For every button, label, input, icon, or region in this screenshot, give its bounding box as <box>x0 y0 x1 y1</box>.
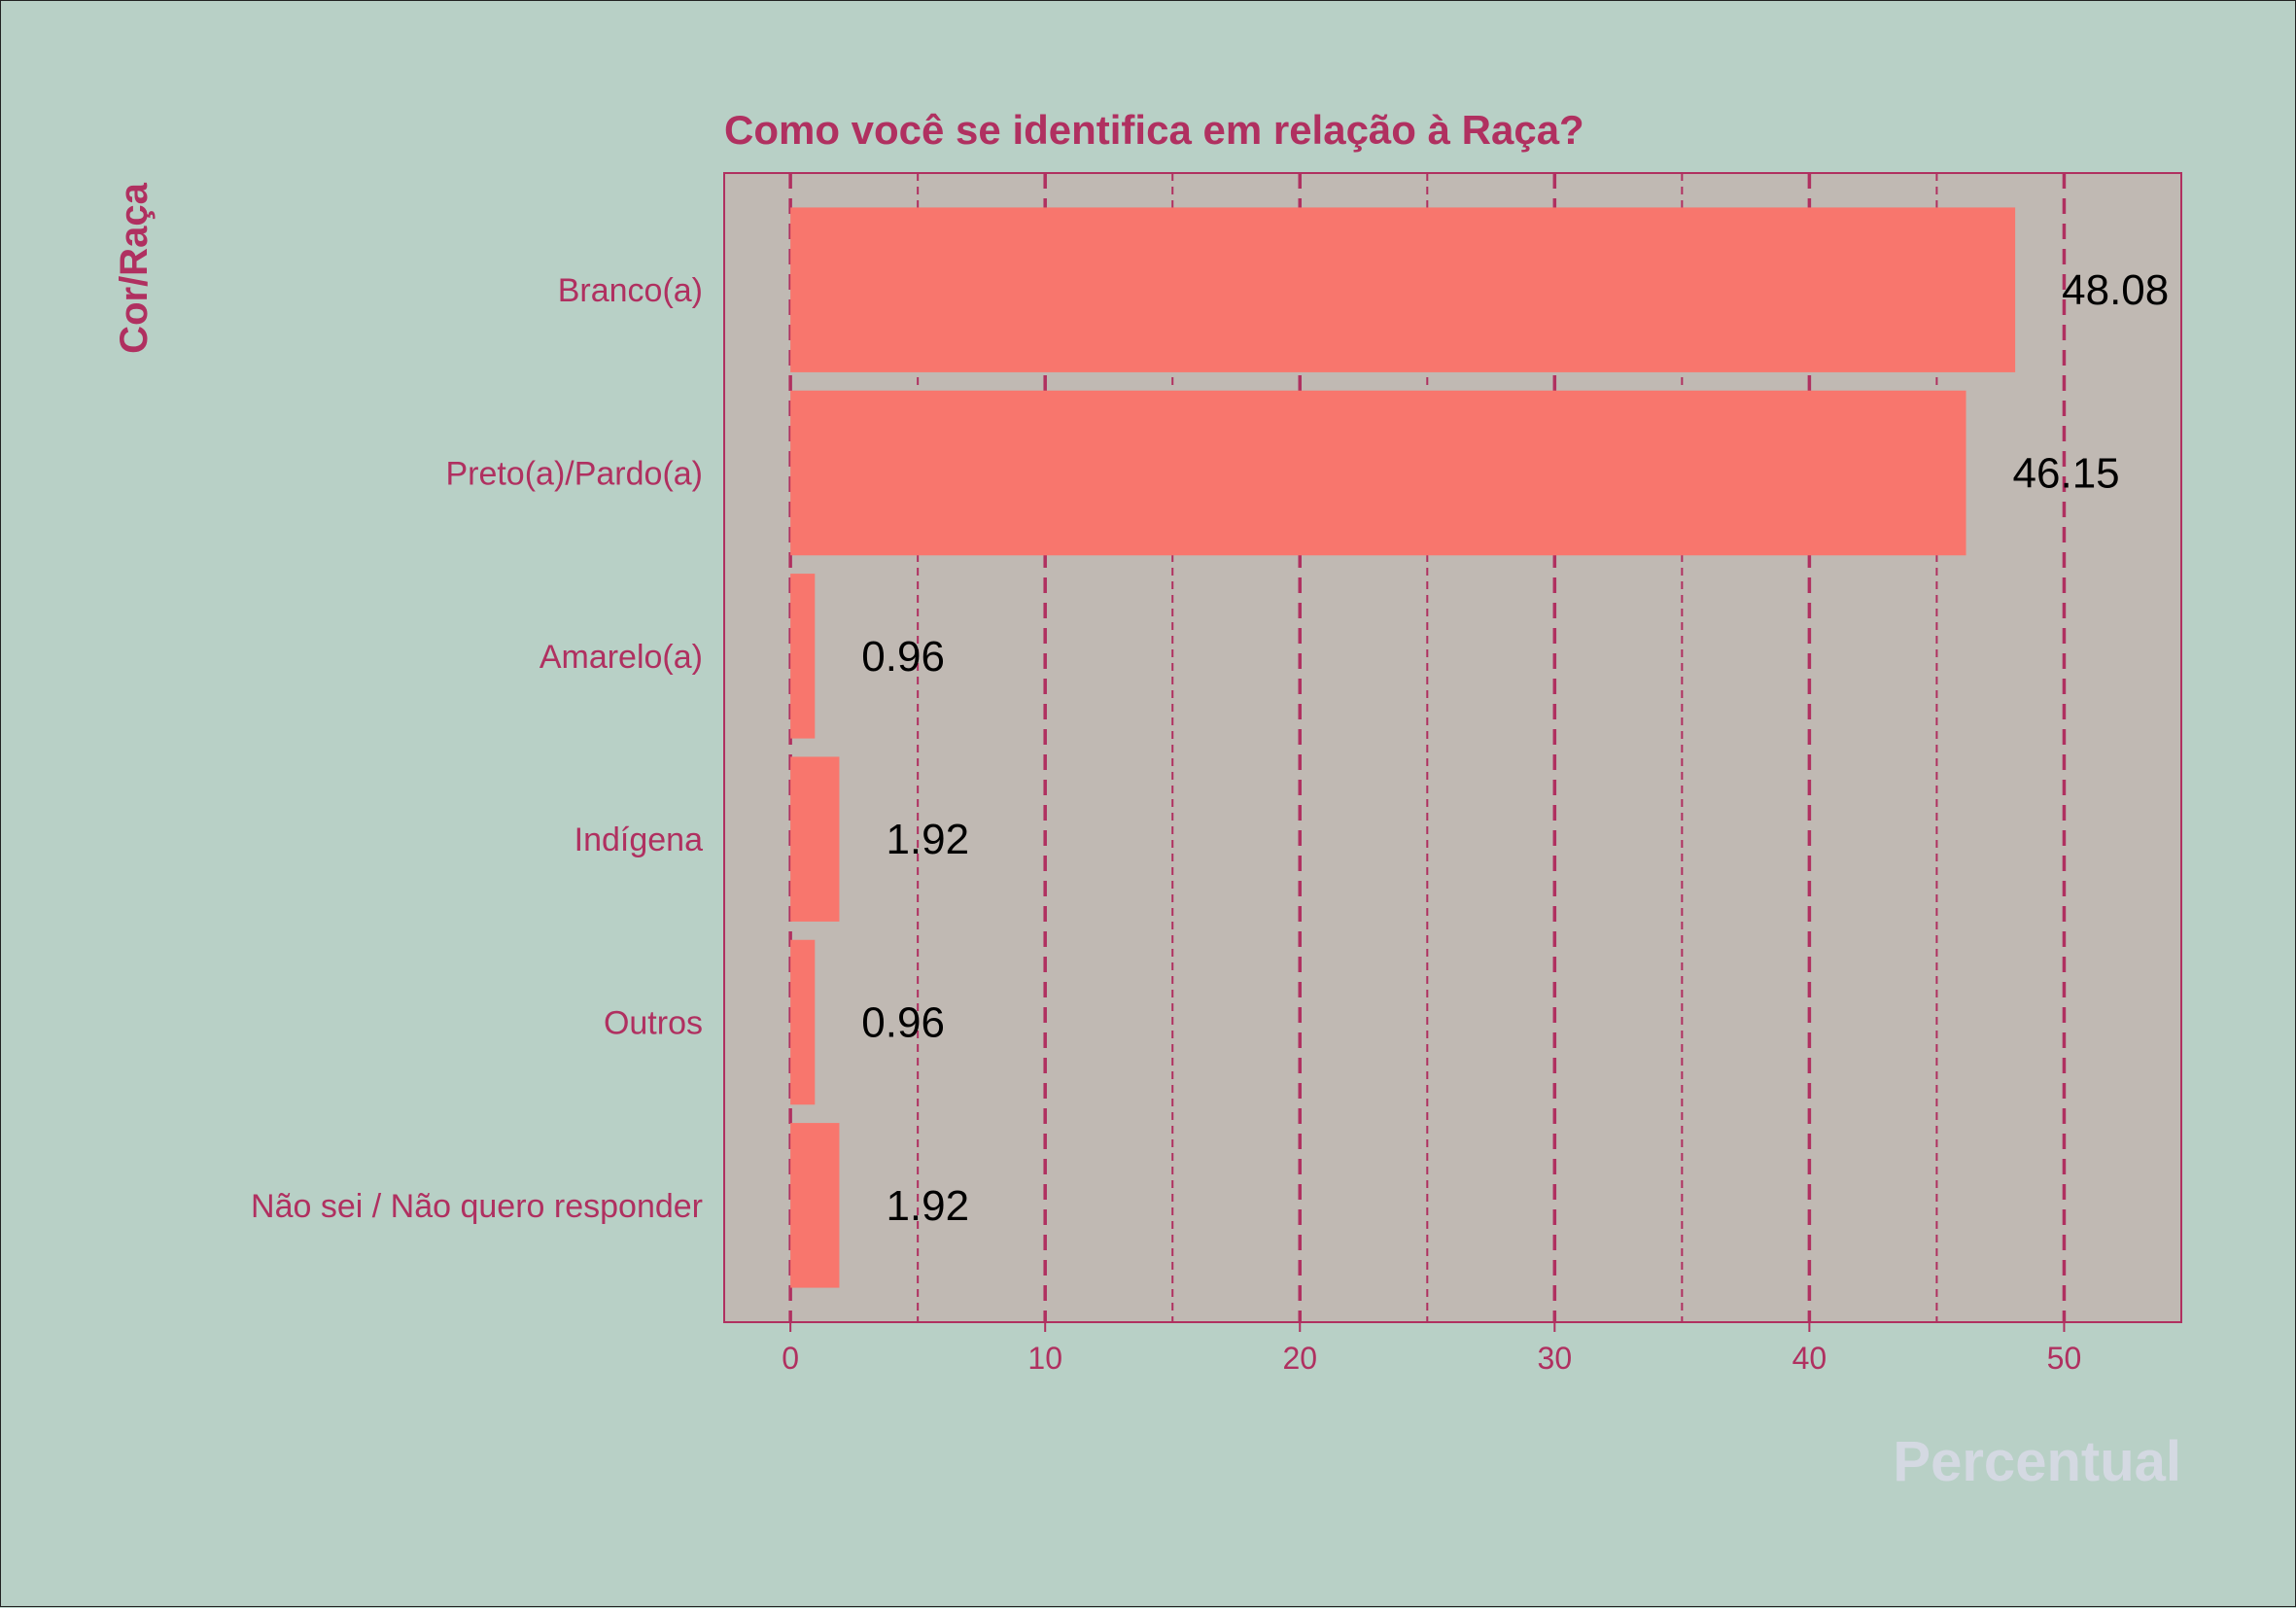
data-label-1: 46.15 <box>2013 450 2120 498</box>
data-label-5: 1.92 <box>886 1182 969 1230</box>
bars <box>790 207 2016 1288</box>
category-label-1: Preto(a)/Pardo(a) <box>445 456 703 493</box>
x-tick-label: 40 <box>1792 1341 1827 1376</box>
data-label-0: 48.08 <box>2062 266 2169 314</box>
bar-2 <box>790 574 816 739</box>
bar-0 <box>790 207 2016 372</box>
category-label-3: Indígena <box>574 821 703 858</box>
x-axis-title: Percentual <box>1893 1430 2181 1493</box>
category-label-5: Não sei / Não quero responder <box>251 1188 703 1225</box>
category-labels: Branco(a) Preto(a)/Pardo(a) Amarelo(a) Indí… <box>251 272 703 1225</box>
category-label-4: Outros <box>604 1005 703 1042</box>
x-tick-label: 20 <box>1282 1341 1317 1376</box>
x-tick-label: 10 <box>1027 1341 1062 1376</box>
category-label-0: Branco(a) <box>558 272 703 309</box>
y-axis-title: Cor/Raça <box>113 182 156 353</box>
x-tick-label: 0 <box>782 1341 799 1376</box>
category-label-2: Amarelo(a) <box>539 639 703 676</box>
data-labels: 48.08 46.15 0.96 1.92 0.96 1.92 <box>861 266 2169 1230</box>
data-label-2: 0.96 <box>861 633 945 681</box>
x-tick-label: 30 <box>1538 1341 1573 1376</box>
chart-title: Como você se identifica em relação à Raç… <box>724 107 1584 153</box>
bar-3 <box>790 756 840 922</box>
bar-4 <box>790 939 816 1105</box>
data-label-4: 0.96 <box>861 999 945 1047</box>
x-ticks: 0 10 20 30 40 50 <box>782 1322 2081 1376</box>
bar-1 <box>790 390 1966 556</box>
bar-5 <box>790 1123 840 1288</box>
x-tick-label: 50 <box>2047 1341 2082 1376</box>
data-label-3: 1.92 <box>886 816 969 863</box>
